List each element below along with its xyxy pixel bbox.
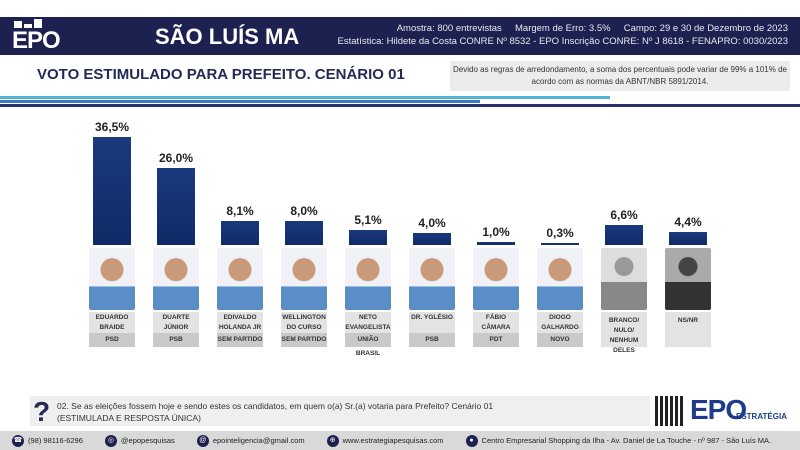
location-pin-icon: ● bbox=[465, 434, 478, 447]
epo-logo: EPO bbox=[12, 19, 61, 53]
candidate-name: NETO EVANGELISTA bbox=[345, 312, 391, 333]
bar bbox=[349, 229, 387, 245]
candidate-photo bbox=[345, 248, 391, 310]
bar bbox=[413, 233, 451, 245]
phone-icon: ☎ bbox=[12, 434, 24, 447]
candidate-party: PSD bbox=[89, 333, 135, 347]
candidate-party: PSB bbox=[409, 333, 455, 347]
footer-email[interactable]: @ epointeligencia@gmail.com bbox=[196, 434, 305, 447]
candidate-photo bbox=[153, 248, 199, 310]
logo-subtitle: ESTRATÉGIA bbox=[736, 412, 787, 421]
question-box bbox=[30, 396, 650, 426]
bar bbox=[541, 243, 579, 245]
bar bbox=[157, 168, 195, 245]
divider-dark bbox=[0, 104, 800, 107]
data-label: 6,6% bbox=[610, 208, 638, 223]
bar bbox=[221, 221, 259, 245]
candidate-photo bbox=[601, 248, 647, 310]
data-label: 8,0% bbox=[290, 204, 318, 219]
candidate-name: DR. YGLÉSIO bbox=[409, 312, 455, 333]
divider-light bbox=[0, 96, 610, 99]
candidate-party: SEM PARTIDO bbox=[217, 333, 263, 347]
footer-site[interactable]: ⊕ www.estrategiapesquisas.com bbox=[326, 434, 444, 447]
data-label: 4,0% bbox=[418, 216, 446, 231]
data-label: 8,1% bbox=[226, 204, 254, 219]
bar bbox=[93, 137, 131, 245]
footer-address: ● Centro Empresarial Shopping da Ilha - A… bbox=[465, 434, 771, 447]
candidate-name: FÁBIO CÂMARA bbox=[473, 312, 519, 333]
candidate-photo bbox=[473, 248, 519, 310]
bar bbox=[285, 221, 323, 245]
epo-estrategia-logo: EPO bbox=[690, 394, 747, 425]
candidate-name: DUARTE JÚNIOR bbox=[153, 312, 199, 333]
divider-mid bbox=[0, 100, 480, 103]
candidate-photo bbox=[409, 248, 455, 310]
candidate-name: DIOGO GALHARDO bbox=[537, 312, 583, 333]
footer-instagram[interactable]: ◎ @epopesquisas bbox=[104, 434, 175, 447]
rounding-note: Devido as regras de arredondamento, a so… bbox=[450, 61, 790, 91]
candidate-photo bbox=[281, 248, 327, 310]
candidate-name: WELLINGTON DO CURSO bbox=[281, 312, 327, 333]
data-label: 4,4% bbox=[674, 214, 702, 229]
candidate-name: BRANCO/ NULO/ NENHUM DELES bbox=[601, 312, 647, 354]
candidate-name: NS/NR bbox=[665, 312, 711, 347]
globe-icon: ⊕ bbox=[326, 434, 339, 447]
candidate-photo bbox=[665, 248, 711, 310]
city-title: SÃO LUÍS MA bbox=[155, 24, 300, 49]
footer: ☎ (98) 98116-6296 ◎ @epopesquisas @ epointe… bbox=[0, 431, 800, 450]
header-bar: EPO SÃO LUÍS MA Amostra: 800 entrevistas… bbox=[0, 17, 800, 55]
bar bbox=[477, 242, 515, 245]
candidate-photo bbox=[537, 248, 583, 310]
candidate-party: PDT bbox=[473, 333, 519, 347]
bar bbox=[669, 231, 707, 245]
candidate-name: EDUARDO BRAIDE bbox=[89, 312, 135, 333]
question-mark-icon: ? bbox=[33, 396, 51, 427]
bar bbox=[605, 225, 643, 245]
candidate-party: UNIÃO BRASIL bbox=[345, 333, 391, 357]
candidate-party: NOVO bbox=[537, 333, 583, 347]
candidate-party: PSB bbox=[153, 333, 199, 347]
qr-code[interactable] bbox=[655, 396, 685, 426]
data-label: 26,0% bbox=[158, 151, 194, 166]
survey-meta: Amostra: 800 entrevistas Margem de Erro:… bbox=[337, 23, 788, 47]
candidate-photo bbox=[89, 248, 135, 310]
data-label: 1,0% bbox=[482, 225, 510, 240]
data-label: 36,5% bbox=[94, 120, 130, 134]
question-text: 02. Se as eleições fossem hoje e sendo e… bbox=[57, 401, 494, 423]
footer-phone[interactable]: ☎ (98) 98116-6296 bbox=[12, 434, 83, 447]
page-title: VOTO ESTIMULADO PARA PREFEITO. CENÁRIO 0… bbox=[37, 66, 405, 83]
email-icon: @ bbox=[196, 434, 209, 447]
candidate-name: EDIVALDO HOLANDA JR bbox=[217, 312, 263, 333]
data-label: 5,1% bbox=[354, 212, 382, 227]
candidate-party: SEM PARTIDO bbox=[281, 333, 327, 347]
data-label: 0,3% bbox=[546, 226, 574, 240]
instagram-icon: ◎ bbox=[104, 434, 117, 447]
candidate-photo bbox=[217, 248, 263, 310]
